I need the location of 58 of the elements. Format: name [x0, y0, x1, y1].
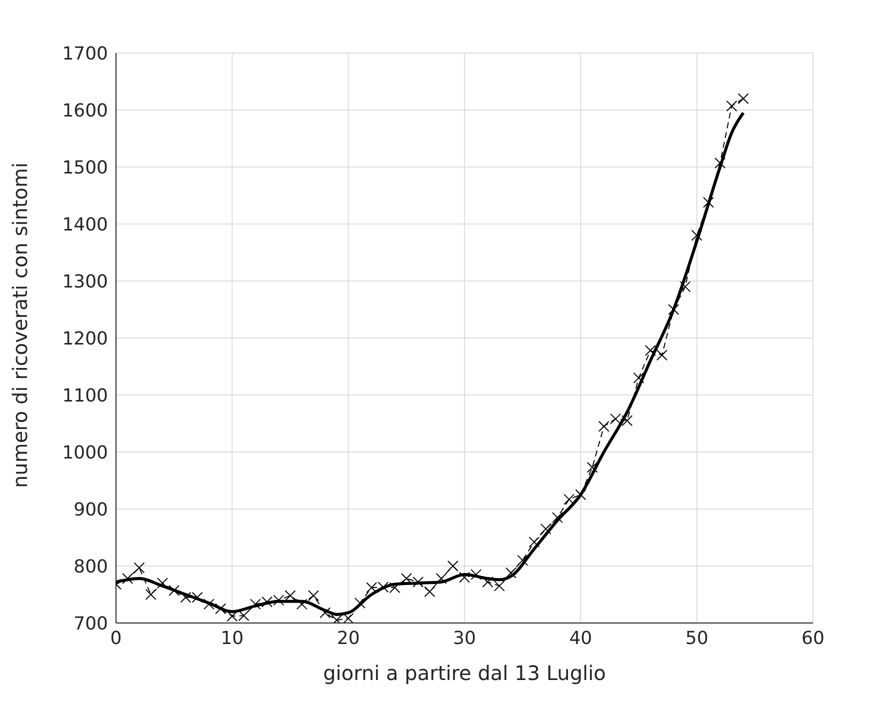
point: [575, 489, 586, 500]
point: [714, 158, 726, 169]
point: [470, 569, 482, 580]
y-tick-label: 1700: [62, 43, 108, 64]
y-tick-label: 1400: [62, 214, 108, 236]
point: [296, 598, 308, 610]
point: [528, 536, 540, 548]
point: [586, 462, 598, 473]
x-tick-label: 30: [453, 628, 476, 649]
point: [564, 494, 575, 505]
point: [168, 585, 180, 596]
point: [308, 590, 319, 602]
y-tick-label: 700: [74, 613, 108, 634]
point: [633, 372, 644, 384]
point: [284, 590, 296, 602]
point: [424, 586, 436, 598]
point: [738, 93, 749, 104]
x-tick-label: 20: [336, 628, 360, 649]
point: [598, 420, 610, 432]
y-tick-label: 1300: [62, 271, 108, 292]
point: [494, 580, 505, 592]
y-tick-label: 1100: [62, 385, 108, 406]
y-tick-label: 1000: [62, 442, 108, 464]
point: [691, 230, 702, 241]
y-axis-title: numero di ricoverati con sintomi: [8, 162, 32, 488]
y-tick-label: 1500: [62, 157, 108, 178]
x-tick-label: 60: [802, 628, 824, 649]
x-tick-label: 40: [569, 628, 592, 649]
point: [156, 578, 168, 589]
point: [680, 281, 691, 292]
point: [122, 573, 134, 584]
point: [702, 196, 714, 208]
point: [412, 576, 424, 588]
point: [459, 572, 470, 583]
point: [552, 512, 563, 524]
point: [482, 576, 494, 588]
y-tick-label: 1600: [62, 100, 108, 122]
y-tick-label: 800: [74, 556, 108, 578]
x-tick-label: 50: [685, 628, 708, 649]
point: [134, 562, 145, 574]
point: [656, 350, 668, 361]
point: [145, 589, 156, 600]
point: [203, 598, 214, 610]
point: [505, 567, 516, 578]
x-axis-title: giorni a partire dal 13 Luglio: [323, 661, 606, 685]
point: [436, 573, 447, 584]
y-tick-label: 900: [74, 499, 108, 520]
point: [644, 345, 656, 356]
point: [215, 603, 226, 614]
point: [517, 554, 528, 566]
point: [726, 100, 738, 112]
point: [320, 607, 331, 618]
point: [540, 523, 552, 534]
y-tick-label: 1200: [62, 328, 108, 350]
x-tick-label: 0: [110, 628, 122, 649]
x-tick-label: 10: [220, 628, 244, 649]
point: [447, 560, 458, 572]
point: [668, 304, 680, 315]
